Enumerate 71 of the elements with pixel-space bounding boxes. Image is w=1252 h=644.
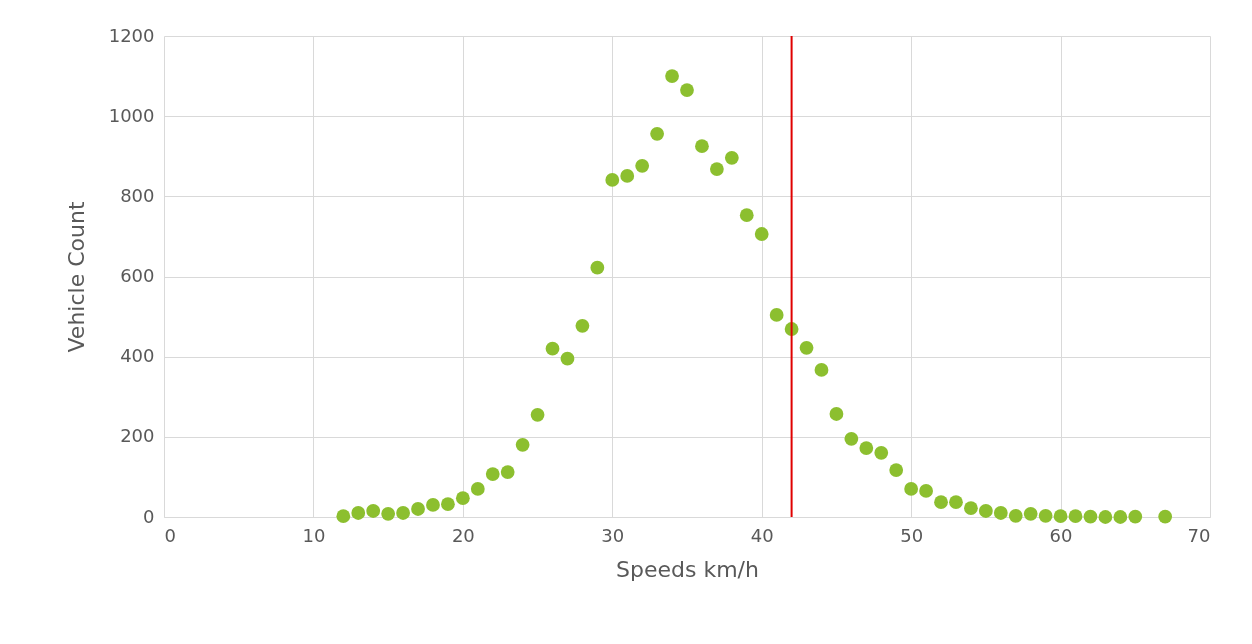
point <box>724 150 739 165</box>
x-tick-label: 60 <box>1049 524 1073 546</box>
x-tick-label: 50 <box>900 524 924 546</box>
point <box>1158 509 1173 524</box>
point <box>575 318 590 333</box>
point <box>381 506 396 521</box>
point <box>814 363 829 377</box>
y-tick-label: 1000 <box>108 104 155 126</box>
point <box>1053 509 1068 524</box>
point <box>635 158 650 173</box>
point <box>411 502 425 516</box>
point <box>351 506 366 520</box>
point <box>1113 510 1128 524</box>
point <box>470 482 485 496</box>
point <box>1023 506 1038 521</box>
point <box>620 169 635 183</box>
point <box>754 227 769 241</box>
point <box>769 308 784 322</box>
point <box>709 162 724 176</box>
point <box>844 431 859 446</box>
y-axis-title: Vehicle Count <box>63 201 89 353</box>
point <box>919 484 933 498</box>
point <box>605 173 620 187</box>
point <box>934 495 948 510</box>
point <box>874 445 889 460</box>
point <box>441 497 455 512</box>
point <box>1008 508 1023 523</box>
point <box>993 506 1008 520</box>
point <box>485 467 500 481</box>
x-tick-label: 20 <box>451 524 475 546</box>
point <box>904 482 919 496</box>
point <box>889 463 904 477</box>
point <box>1128 509 1143 524</box>
point <box>739 208 754 223</box>
point <box>545 341 560 356</box>
point <box>665 69 679 83</box>
x-tick-label: 40 <box>750 524 774 546</box>
point <box>500 465 515 479</box>
point <box>1098 510 1113 524</box>
y-tick-label: 800 <box>120 184 155 206</box>
x-tick-label: 70 <box>1187 524 1211 546</box>
point <box>829 407 844 421</box>
y-tick-label: 400 <box>120 345 155 367</box>
point <box>964 501 978 516</box>
point <box>859 441 874 455</box>
y-tick-label: 200 <box>120 425 155 447</box>
point <box>336 509 351 524</box>
point <box>650 126 665 141</box>
y-tick-label: 600 <box>120 265 155 286</box>
point <box>978 504 993 518</box>
point <box>1068 509 1083 524</box>
x-tick-label: 30 <box>601 524 625 546</box>
x-tick-label: 0 <box>164 524 176 546</box>
point <box>799 340 814 355</box>
point <box>695 139 709 154</box>
x-tick-label: 10 <box>302 524 326 546</box>
point <box>949 495 963 510</box>
point <box>590 260 605 275</box>
x-axis-title: Speeds km/h <box>616 556 759 582</box>
point <box>560 351 575 366</box>
point <box>530 407 545 422</box>
point <box>426 498 440 512</box>
point <box>455 491 470 506</box>
point <box>1083 509 1098 524</box>
y-tick-label: 1200 <box>108 24 155 46</box>
point <box>680 83 694 97</box>
point <box>515 437 530 452</box>
point <box>1038 508 1053 523</box>
point <box>396 506 410 520</box>
point <box>366 504 381 518</box>
y-tick-label: 0 <box>143 505 155 527</box>
